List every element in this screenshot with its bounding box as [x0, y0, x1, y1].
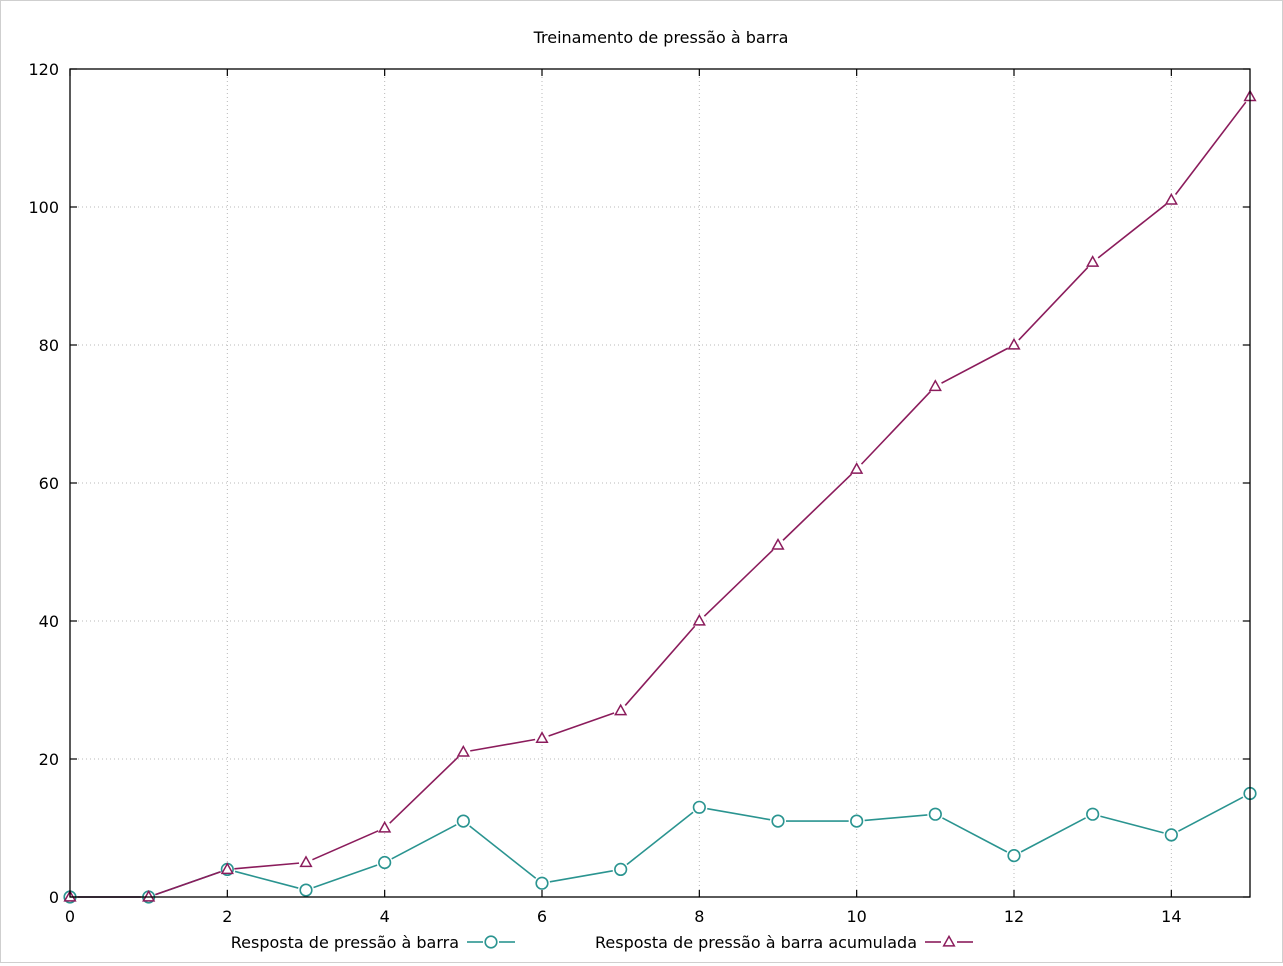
series-segment: [1174, 101, 1247, 196]
series-segment: [1100, 815, 1164, 834]
y-tick-label: 60: [39, 474, 59, 493]
x-tick-label: 10: [846, 907, 866, 926]
chart-title: Treinamento de pressão à barra: [533, 28, 789, 47]
y-tick-label: 80: [39, 336, 59, 355]
series-segment: [470, 738, 536, 752]
series-segment: [234, 870, 299, 889]
data-point: [378, 855, 392, 870]
data-point: [850, 814, 864, 828]
x-tick-label: 12: [1004, 907, 1024, 926]
series-segment: [782, 473, 853, 541]
data-point: [850, 462, 864, 474]
series-segment: [313, 864, 378, 889]
legend-marker: [484, 935, 498, 949]
series-segment: [389, 756, 459, 824]
series-layer: [63, 89, 1257, 904]
series-segment: [391, 824, 457, 860]
data-point: [1164, 192, 1178, 205]
x-tick-label: 4: [380, 907, 390, 926]
x-tick-label: 2: [222, 907, 232, 926]
y-tick-label: 120: [28, 60, 59, 79]
grid-layer: [70, 69, 1250, 897]
legend-label: Resposta de pressão à barra: [231, 933, 459, 952]
data-point: [771, 814, 785, 828]
data-point: [378, 820, 392, 833]
series-segment: [624, 625, 696, 706]
data-point: [535, 731, 549, 743]
data-point: [614, 703, 628, 716]
data-point: [1164, 828, 1178, 842]
legend: Resposta de pressão à barra Resposta de p…: [231, 933, 973, 952]
series-segment: [1018, 266, 1089, 341]
y-tick-label: 0: [49, 888, 59, 907]
legend-marker: [942, 934, 956, 947]
x-tick-label: 8: [694, 907, 704, 926]
series-segment: [941, 347, 1009, 384]
series-segment: [469, 825, 537, 879]
series-segment: [234, 862, 300, 870]
series-segment: [1020, 817, 1086, 853]
x-tick-label: 0: [65, 907, 75, 926]
legend-item-2: Resposta de pressão à barra acumulada: [595, 933, 973, 952]
data-point: [1086, 255, 1100, 267]
series-segment: [860, 390, 932, 465]
series-1: [63, 786, 1257, 904]
data-point: [299, 883, 313, 897]
series-segment: [1097, 203, 1167, 259]
data-point: [928, 807, 942, 821]
series-segment: [942, 817, 1008, 853]
data-point: [1007, 337, 1021, 350]
data-point: [456, 814, 470, 828]
legend-item-1: Resposta de pressão à barra: [231, 933, 515, 952]
data-point: [535, 876, 549, 890]
series-segment: [703, 549, 774, 617]
data-point: [142, 889, 156, 902]
data-point: [299, 855, 313, 868]
series-segment: [312, 830, 379, 861]
data-point: [220, 862, 234, 875]
y-tick-label: 20: [39, 750, 59, 769]
x-tick-label: 6: [537, 907, 547, 926]
series-segment: [707, 807, 771, 821]
data-point: [456, 744, 470, 757]
data-point: [928, 379, 942, 392]
series-segment: [548, 712, 615, 737]
series-segment: [1178, 796, 1244, 832]
y-tick-label: 40: [39, 612, 59, 631]
x-tick-label: 14: [1161, 907, 1181, 926]
data-point: [771, 537, 785, 550]
series-segment: [864, 814, 928, 822]
data-point: [1086, 807, 1100, 821]
data-point: [692, 800, 706, 814]
data-point: [1007, 848, 1021, 863]
data-point: [692, 613, 706, 626]
y-tick-label: 100: [28, 198, 59, 217]
series-segment: [155, 870, 221, 896]
axis-layer: 0 2 4 6 8 10 12 14 0 20 40 60 80 100 120: [28, 60, 1250, 926]
series-2: [63, 89, 1257, 902]
series-segment: [549, 869, 613, 883]
legend-label: Resposta de pressão à barra acumulada: [595, 933, 917, 952]
series-segment: [626, 811, 694, 866]
data-point: [614, 862, 628, 877]
